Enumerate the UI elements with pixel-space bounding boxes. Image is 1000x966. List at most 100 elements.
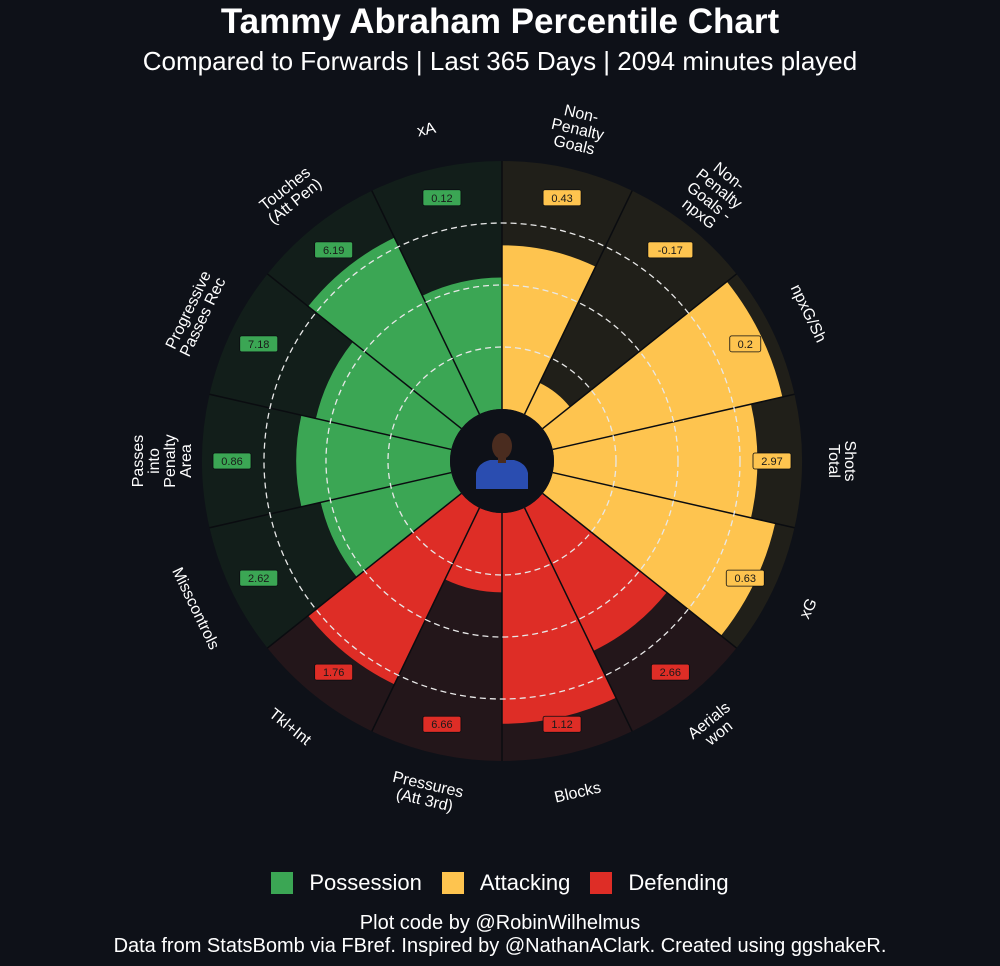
- caption-credit: Plot code by @RobinWilhelmus: [359, 912, 641, 934]
- value-label-text: 6.66: [431, 719, 452, 731]
- value-label-shots-total: 2.97: [752, 452, 792, 470]
- category-label-shots-total: ShotsTotal: [825, 441, 858, 482]
- value-label-text: 6.19: [323, 245, 344, 257]
- wedge-separator: [523, 507, 633, 732]
- category-label-line: xG: [797, 596, 821, 622]
- legend-label: Possession: [309, 870, 422, 895]
- value-label-touches-att-pen: 6.19: [314, 241, 354, 259]
- grid-ring-75: [263, 222, 741, 700]
- legend-item-defending: Defending: [590, 870, 729, 896]
- value-label-tkl-int: 1.76: [314, 663, 354, 681]
- bar-shots-total: [552, 404, 758, 518]
- bar-pressures-att-3rd: [445, 507, 502, 593]
- value-label-pressures-att-3rd: 6.66: [422, 715, 462, 733]
- bar-non-penalty-goals: [502, 245, 596, 415]
- value-label-text: 0.12: [431, 193, 452, 205]
- value-label-box: [239, 569, 279, 587]
- value-label-text: 1.12: [551, 719, 572, 731]
- category-label-pressures-att-3rd: Pressures(Att 3rd): [387, 769, 465, 817]
- wedge-separators: [209, 161, 795, 761]
- category-label-line: Area: [178, 444, 195, 478]
- category-label-xg: xG: [797, 596, 821, 622]
- bar-aerials-won: [524, 493, 667, 651]
- value-label-npxg-sh: 0.2: [729, 335, 762, 353]
- category-label-touches-att-pen: Touches(Att Pen): [255, 163, 325, 228]
- chart-subtitle: Compared to Forwards | Last 365 Days | 2…: [142, 46, 858, 76]
- category-label-progressive-passes-rec: ProgressivePasses Rec: [163, 268, 230, 359]
- category-label-line: Tkl+Int: [265, 705, 314, 749]
- value-label-box: [729, 335, 762, 353]
- legend-item-possession: Possession: [271, 870, 422, 896]
- value-label-box: [542, 189, 582, 207]
- category-label-line: npxG/Sh: [787, 282, 829, 345]
- chart-title: Tammy Abraham Percentile Chart: [220, 2, 780, 41]
- grid-ring-50: [325, 284, 679, 638]
- value-label-progressive-passes-rec: 7.18: [239, 335, 279, 353]
- value-label-text: 0.63: [735, 573, 756, 585]
- value-labels: 0.43 -0.17 0.2 2.97 0.63 2.66 1.12 6.66 1.76 2.62…: [212, 189, 792, 733]
- category-label-line: Misscontrols: [168, 565, 222, 652]
- category-label-aerials-won: Aerialswon: [685, 699, 744, 755]
- legend-label: Attacking: [479, 870, 571, 895]
- category-label-passes-into-penalty-area: PassesintoPenaltyArea: [130, 434, 195, 487]
- value-label-box: [239, 335, 279, 353]
- value-label-text: 0.43: [551, 193, 572, 205]
- legend-swatch-possession: [271, 872, 294, 894]
- value-label-text: 2.62: [248, 573, 269, 585]
- category-label-line: into: [146, 448, 163, 474]
- value-label-text: 0.2: [738, 339, 753, 351]
- wedge-separator: [542, 492, 738, 649]
- bar-xa: [422, 277, 502, 415]
- bar-progressive-passes-rec: [315, 341, 462, 450]
- caption-source: Data from StatsBomb via FBref. Inspired …: [113, 935, 887, 957]
- category-label-blocks: Blocks: [553, 779, 603, 806]
- wedge-separator: [552, 471, 795, 529]
- player-photo: [476, 433, 528, 489]
- value-label-box: [752, 452, 792, 470]
- grid-rings: [263, 222, 741, 700]
- wedge-separator: [542, 273, 738, 430]
- category-label-misscontrols: Misscontrols: [168, 565, 222, 652]
- category-label-non-penalty-goals: Non-PenaltyGoals: [546, 100, 609, 160]
- legend-item-attacking: Attacking: [441, 870, 571, 896]
- center-photo: [450, 409, 554, 513]
- player-neck: [498, 457, 506, 463]
- value-label-box: [212, 452, 252, 470]
- value-label-box: [422, 189, 462, 207]
- category-label-xa: xA: [415, 120, 437, 141]
- value-label-xg: 0.63: [725, 569, 765, 587]
- legend-swatch-attacking: [441, 872, 464, 894]
- value-label-xa: 0.12: [422, 189, 462, 207]
- grid-ring-25: [387, 346, 617, 576]
- percentile-bars: [296, 237, 783, 724]
- value-label-text: 2.66: [660, 667, 681, 679]
- value-label-box: [314, 663, 354, 681]
- value-label-box: [650, 663, 690, 681]
- value-label-text: 1.76: [323, 667, 344, 679]
- value-label-text: 0.86: [221, 456, 242, 468]
- legend: Possession Attacking Defending: [0, 870, 1000, 896]
- value-label-text: 7.18: [248, 339, 269, 351]
- value-label-box: [542, 715, 582, 733]
- category-label-line: Blocks: [553, 779, 603, 806]
- value-label-text: 2.97: [761, 456, 782, 468]
- value-label-text: -0.17: [658, 245, 683, 257]
- value-label-box: [314, 241, 354, 259]
- player-head: [492, 433, 512, 459]
- value-label-misscontrols: 2.62: [239, 569, 279, 587]
- category-labels: Non-PenaltyGoals Non-PenaltyGoals -npxG np…: [130, 100, 858, 817]
- legend-label: Defending: [628, 870, 729, 895]
- value-label-aerials-won: 2.66: [650, 663, 690, 681]
- bar-misscontrols: [320, 472, 462, 577]
- bar-tkl-int: [308, 493, 480, 685]
- value-label-box: [647, 241, 694, 259]
- value-label-box: [422, 715, 462, 733]
- player-shirt: [476, 460, 528, 489]
- value-label-non-penalty-goals-npxg: -0.17: [647, 241, 694, 259]
- bar-xg: [542, 472, 776, 636]
- category-label-line: Penalty: [162, 434, 179, 487]
- category-label-non-penalty-goals-npxg: Non-PenaltyGoals -npxG: [673, 154, 755, 238]
- value-label-box: [725, 569, 765, 587]
- category-label-line: Passes: [130, 435, 147, 487]
